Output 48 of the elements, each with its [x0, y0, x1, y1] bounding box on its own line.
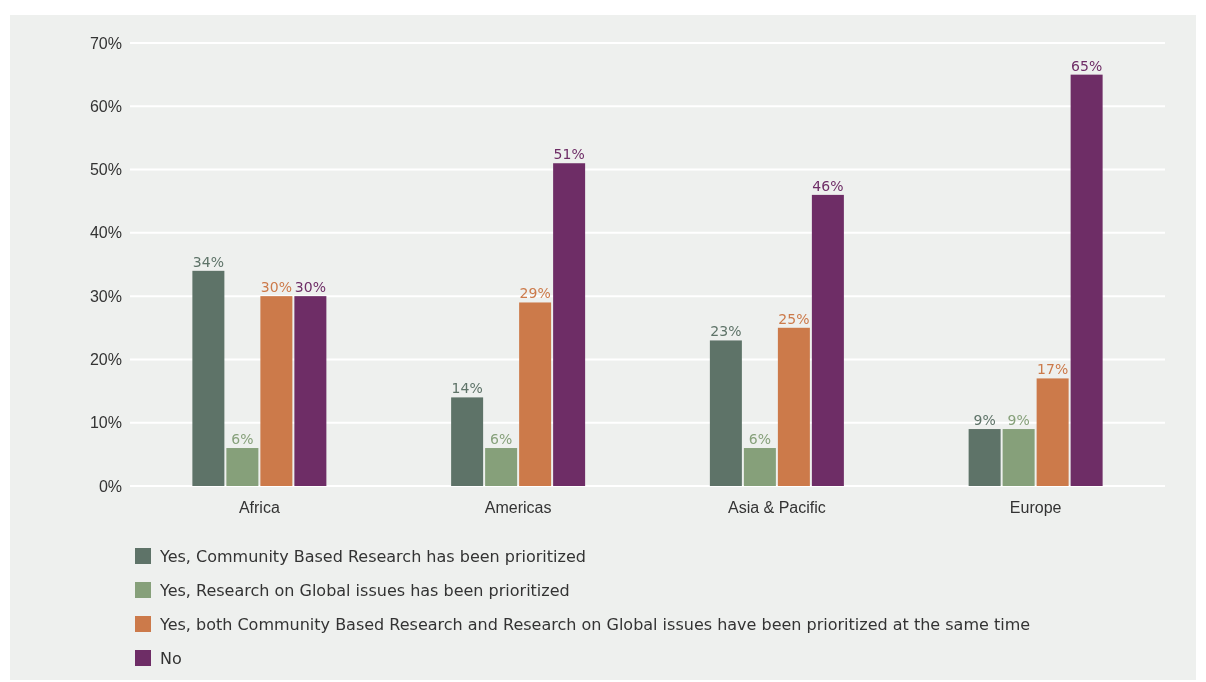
y-tick-label: 50%: [89, 161, 122, 179]
y-tick-label: 20%: [89, 351, 122, 369]
legend-label: No: [160, 649, 182, 668]
data-label: 23%: [710, 323, 742, 340]
bar: [1070, 74, 1103, 486]
data-label: 9%: [973, 412, 996, 429]
y-tick-label: 70%: [89, 34, 122, 52]
data-label: 6%: [231, 431, 254, 448]
data-label: 65%: [1071, 57, 1103, 74]
x-tick-label: Africa: [238, 499, 280, 517]
bar: [519, 302, 552, 486]
bar: [294, 296, 327, 486]
data-label: 34%: [192, 253, 224, 270]
bar: [192, 270, 225, 486]
bar: [1036, 378, 1069, 486]
data-label: 25%: [778, 310, 810, 327]
legend-label: Yes, both Community Based Research and Research on Global issues have been prioritized at the same time: [159, 615, 1031, 634]
y-tick-label: 30%: [89, 287, 122, 305]
legend-label: Yes, Research on Global issues has been prioritized: [159, 581, 570, 600]
bar: [743, 448, 776, 486]
x-tick-label: Americas: [484, 499, 552, 517]
bar: [968, 429, 1001, 486]
bar: [709, 340, 742, 486]
legend-label: Yes, Community Based Research has been prioritized: [159, 547, 586, 566]
data-label: 46%: [812, 177, 844, 194]
data-label: 6%: [748, 431, 771, 448]
bar: [226, 448, 259, 486]
bar: [1002, 429, 1035, 486]
data-label: 14%: [451, 380, 483, 397]
x-tick-label: Europe: [1009, 499, 1062, 517]
data-label: 29%: [519, 285, 551, 302]
data-label: 30%: [260, 279, 292, 296]
data-label: 9%: [1007, 412, 1030, 429]
data-label: 30%: [294, 279, 326, 296]
y-tick-label: 60%: [89, 97, 122, 115]
y-tick-label: 10%: [89, 414, 122, 432]
bar: [260, 296, 293, 486]
data-label: 17%: [1037, 361, 1069, 378]
bar: [451, 397, 484, 486]
data-label: 6%: [490, 431, 513, 448]
bar: [811, 194, 844, 486]
y-tick-label: 0%: [98, 477, 122, 495]
bar: [485, 448, 518, 486]
bar: [777, 327, 810, 486]
x-tick-label: Asia & Pacific: [727, 499, 826, 517]
bar: [553, 163, 586, 486]
y-tick-label: 40%: [89, 224, 122, 242]
data-label: 51%: [553, 146, 585, 163]
